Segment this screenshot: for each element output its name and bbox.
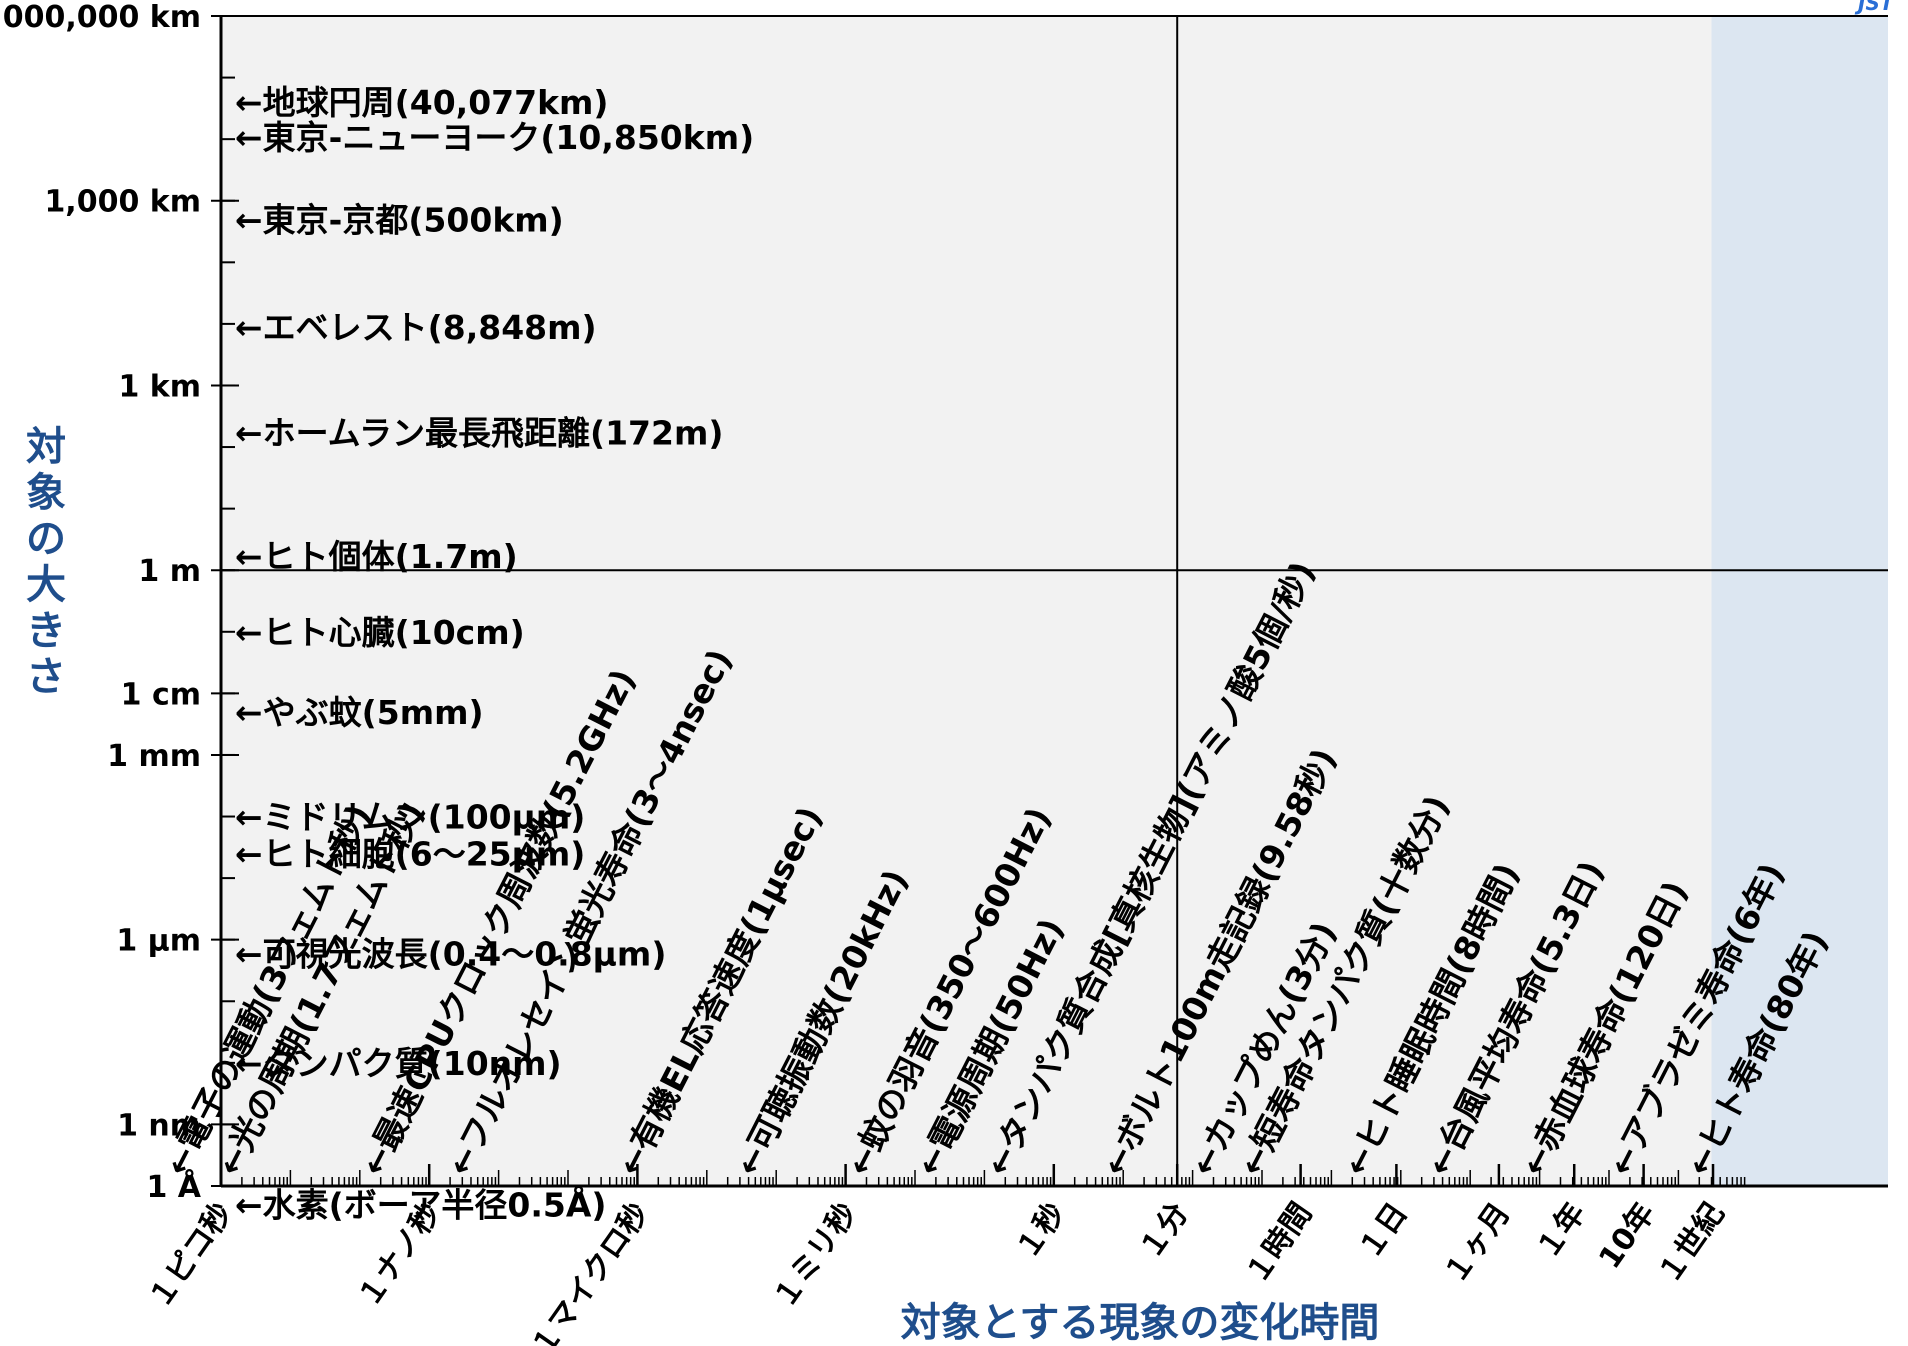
size-marker-label: ←可視光波長(0.4～0.8μm) [235, 934, 666, 973]
x-axis-title: 対象とする現象の変化時間 [901, 1300, 1380, 1346]
plot-area [219, 15, 1888, 1188]
size-marker-label: ←東京‐京都(500km) [235, 200, 564, 239]
corner-logo: JST [1854, 0, 1895, 15]
y-tick-label: 1,000,000 km [0, 0, 201, 35]
plot-background [221, 16, 1888, 1186]
x-tick-label: １ミリ秒 [767, 1197, 864, 1315]
y-tick-label: 1 cm [121, 677, 201, 712]
size-marker-label: ←ホームラン最長飛距離(172m) [235, 414, 723, 453]
y-tick-label: 1 Å [146, 1168, 201, 1205]
size-marker-label: ←タンパク質(10nm) [235, 1044, 562, 1083]
y-tick-label: 1 m [138, 554, 201, 589]
x-tick-label: １分 [1133, 1197, 1196, 1266]
size-marker-label: ←ミドリムシ(100μm) [235, 798, 585, 837]
y-tick-label: 1,000 km [44, 185, 201, 220]
y-axis-title-group: 対象の大きさ [26, 424, 66, 700]
x-tick-label: １日 [1352, 1197, 1415, 1266]
size-marker-label: ←ヒト心臓(10cm) [235, 613, 525, 652]
x-tick-label: １秒 [1009, 1197, 1072, 1266]
y-axis-title-char: 象 [26, 470, 66, 516]
size-marker-label: ←水素(ボーア半径0.5Å) [235, 1185, 607, 1225]
y-axis-title-char: き [26, 608, 66, 654]
y-axis-title-char: の [26, 516, 66, 562]
x-tick-label: １世紀 [1651, 1197, 1731, 1291]
y-axis-title-char: さ [26, 654, 66, 700]
y-axis-title-char: 大 [26, 562, 66, 608]
y-tick-label: 1 km [118, 369, 201, 404]
x-tick-label: １年 [1530, 1197, 1593, 1266]
y-tick-label: 1 mm [107, 739, 201, 774]
x-tick-label: １ヶ月 [1437, 1197, 1517, 1291]
x-tick-label: １ピコ秒 [142, 1197, 239, 1315]
x-tick-label: １時間 [1239, 1197, 1319, 1291]
size-marker-label: ←やぶ蚊(5mm) [235, 693, 484, 732]
size-marker-label: ←ヒト細胞(6～25μm) [235, 835, 585, 874]
size-marker-label: ←エベレスト(8,848m) [235, 308, 597, 347]
size-marker-label: ←東京‐ニューヨーク(10,850km) [235, 118, 754, 157]
shaded-band [1711, 16, 1888, 1186]
x-tick-label: 10年 [1592, 1197, 1662, 1276]
y-axis-title-char: 対 [26, 424, 66, 470]
size-marker-label: ←地球円周(40,077km) [235, 83, 609, 122]
y-tick-label: 1 μm [116, 924, 201, 959]
size-marker-label: ←ヒト個体(1.7m) [235, 537, 518, 576]
y-tick-label: 1 nm [117, 1108, 201, 1143]
y-axis-title: 対象の大きさ [26, 424, 66, 700]
